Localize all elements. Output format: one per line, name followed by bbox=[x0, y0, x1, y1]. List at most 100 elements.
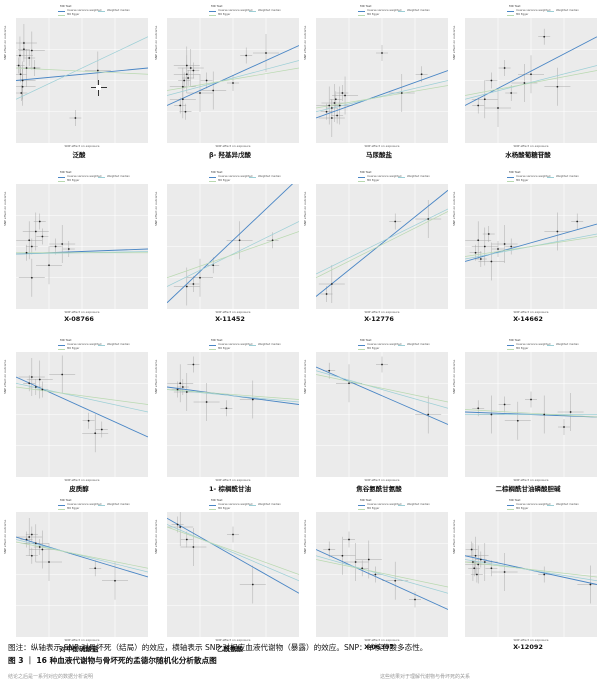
panel-legend: MR Test Inverse variance weighted Weighted… bbox=[24, 170, 146, 184]
data-point bbox=[341, 92, 344, 94]
scatter-svg bbox=[167, 352, 299, 477]
legend-label: Inverse variance weighted bbox=[516, 175, 551, 178]
plot-area bbox=[16, 512, 148, 637]
regression-line bbox=[167, 45, 299, 106]
data-point bbox=[192, 363, 195, 366]
x-axis-label: SNP effect on exposure bbox=[513, 638, 549, 642]
scatter-svg bbox=[16, 352, 148, 477]
data-point bbox=[205, 79, 208, 82]
scatter-svg bbox=[465, 352, 597, 477]
panel-legend: MR Test Inverse variance weighted Weighted… bbox=[473, 338, 595, 352]
data-point bbox=[589, 583, 592, 586]
legend-title: MR Test bbox=[60, 170, 72, 174]
legend-swatch bbox=[358, 15, 365, 16]
legend-swatch bbox=[358, 177, 365, 178]
legend-swatch bbox=[358, 181, 365, 182]
legend-label: Inverse variance weighted bbox=[218, 503, 253, 506]
x-axis-label: SNP effect on exposure bbox=[364, 144, 400, 148]
panel-legend: MR Test Inverse variance weighted Weighted… bbox=[24, 338, 146, 352]
scatter-panel: MR Test Inverse variance weighted Weighted… bbox=[452, 334, 601, 494]
legend-swatch bbox=[209, 177, 216, 178]
legend-swatch bbox=[507, 509, 514, 510]
plot-area bbox=[167, 18, 299, 143]
scatter-panel: MR Test Inverse variance weighted Weighted… bbox=[154, 334, 303, 494]
data-point bbox=[96, 69, 99, 72]
panel-title: 泛酸 bbox=[72, 151, 86, 159]
scatter-svg bbox=[316, 352, 448, 477]
data-point bbox=[328, 104, 331, 107]
data-point bbox=[28, 57, 31, 59]
legend-swatch bbox=[547, 345, 554, 346]
x-axis-label: SNP effect on exposure bbox=[364, 310, 400, 314]
data-point bbox=[336, 114, 339, 117]
scatter-panel: MR Test Inverse variance weighted Weighted… bbox=[3, 166, 152, 326]
y-axis-label: SNP effect on outcome bbox=[303, 25, 307, 60]
data-point bbox=[179, 104, 182, 107]
data-point bbox=[338, 104, 341, 107]
regression-line bbox=[16, 382, 148, 413]
legend-label: Weighted median bbox=[556, 503, 579, 506]
legend-title: MR Test bbox=[360, 338, 372, 342]
scatter-panel: MR Test Inverse variance weighted Weighted… bbox=[154, 494, 303, 654]
legend-label: Weighted median bbox=[107, 503, 130, 506]
data-point bbox=[348, 538, 350, 541]
legend-label: Inverse variance weighted bbox=[367, 175, 402, 178]
data-point bbox=[394, 579, 397, 582]
regression-line bbox=[16, 248, 148, 255]
scatter-svg bbox=[465, 184, 597, 309]
panel-title: X-12776 bbox=[364, 315, 394, 323]
y-axis-label: SNP effect on outcome bbox=[303, 359, 307, 394]
plot-area bbox=[167, 184, 299, 309]
y-axis-label: SNP effect on outcome bbox=[452, 359, 456, 394]
legend-swatch bbox=[58, 11, 65, 12]
data-point bbox=[473, 567, 476, 570]
data-point bbox=[497, 107, 499, 109]
data-point bbox=[477, 239, 480, 242]
legend-label: Weighted median bbox=[258, 175, 281, 178]
data-point bbox=[381, 363, 383, 366]
panel-legend: MR Test Inverse variance weighted Weighted… bbox=[473, 170, 595, 184]
panel-legend: MR Test Inverse variance weighted Weighted… bbox=[24, 498, 146, 512]
data-point bbox=[41, 235, 44, 238]
plot-area bbox=[316, 184, 448, 309]
regression-line bbox=[167, 67, 299, 91]
x-axis-label: SNP effect on exposure bbox=[64, 144, 100, 148]
data-point bbox=[38, 220, 41, 223]
data-point bbox=[185, 64, 188, 67]
panel-title: 二棕榈酰甘油磷酸胆碱 bbox=[495, 485, 561, 493]
data-point bbox=[189, 67, 192, 69]
legend-swatch bbox=[98, 505, 105, 506]
data-point bbox=[483, 561, 486, 563]
legend-swatch bbox=[249, 345, 256, 346]
data-point bbox=[61, 243, 64, 245]
legend-title: MR Test bbox=[360, 170, 372, 174]
legend-swatch bbox=[358, 11, 365, 12]
data-point bbox=[185, 538, 188, 541]
y-axis-label: SNP effect on outcome bbox=[154, 519, 158, 554]
y-axis-label: SNP effect on outcome bbox=[154, 25, 158, 60]
y-axis-label: SNP effect on outcome bbox=[3, 25, 7, 60]
legend-swatch bbox=[98, 177, 105, 178]
regression-line bbox=[465, 65, 597, 100]
data-point bbox=[192, 546, 195, 548]
scatter-svg bbox=[16, 18, 148, 143]
data-point bbox=[25, 251, 28, 254]
legend-label: Weighted median bbox=[407, 503, 430, 506]
data-point bbox=[325, 110, 328, 113]
data-point bbox=[181, 386, 184, 388]
data-point bbox=[94, 567, 97, 570]
panel-title: 水杨酸葡糖苷酸 bbox=[505, 151, 551, 159]
legend-title: MR Test bbox=[360, 4, 372, 8]
panel-title: X-14662 bbox=[513, 315, 543, 323]
data-point bbox=[245, 54, 248, 57]
regression-line bbox=[167, 524, 299, 582]
regression-line bbox=[465, 70, 597, 96]
data-point bbox=[179, 526, 182, 528]
scatter-panel: MR Test Inverse variance weighted Weighted… bbox=[303, 334, 452, 494]
legend-label: Inverse variance weighted bbox=[67, 175, 102, 178]
data-point bbox=[21, 79, 24, 82]
legend-title: MR Test bbox=[60, 4, 72, 8]
data-point bbox=[334, 98, 337, 101]
data-point bbox=[192, 69, 195, 72]
data-point bbox=[477, 407, 480, 410]
